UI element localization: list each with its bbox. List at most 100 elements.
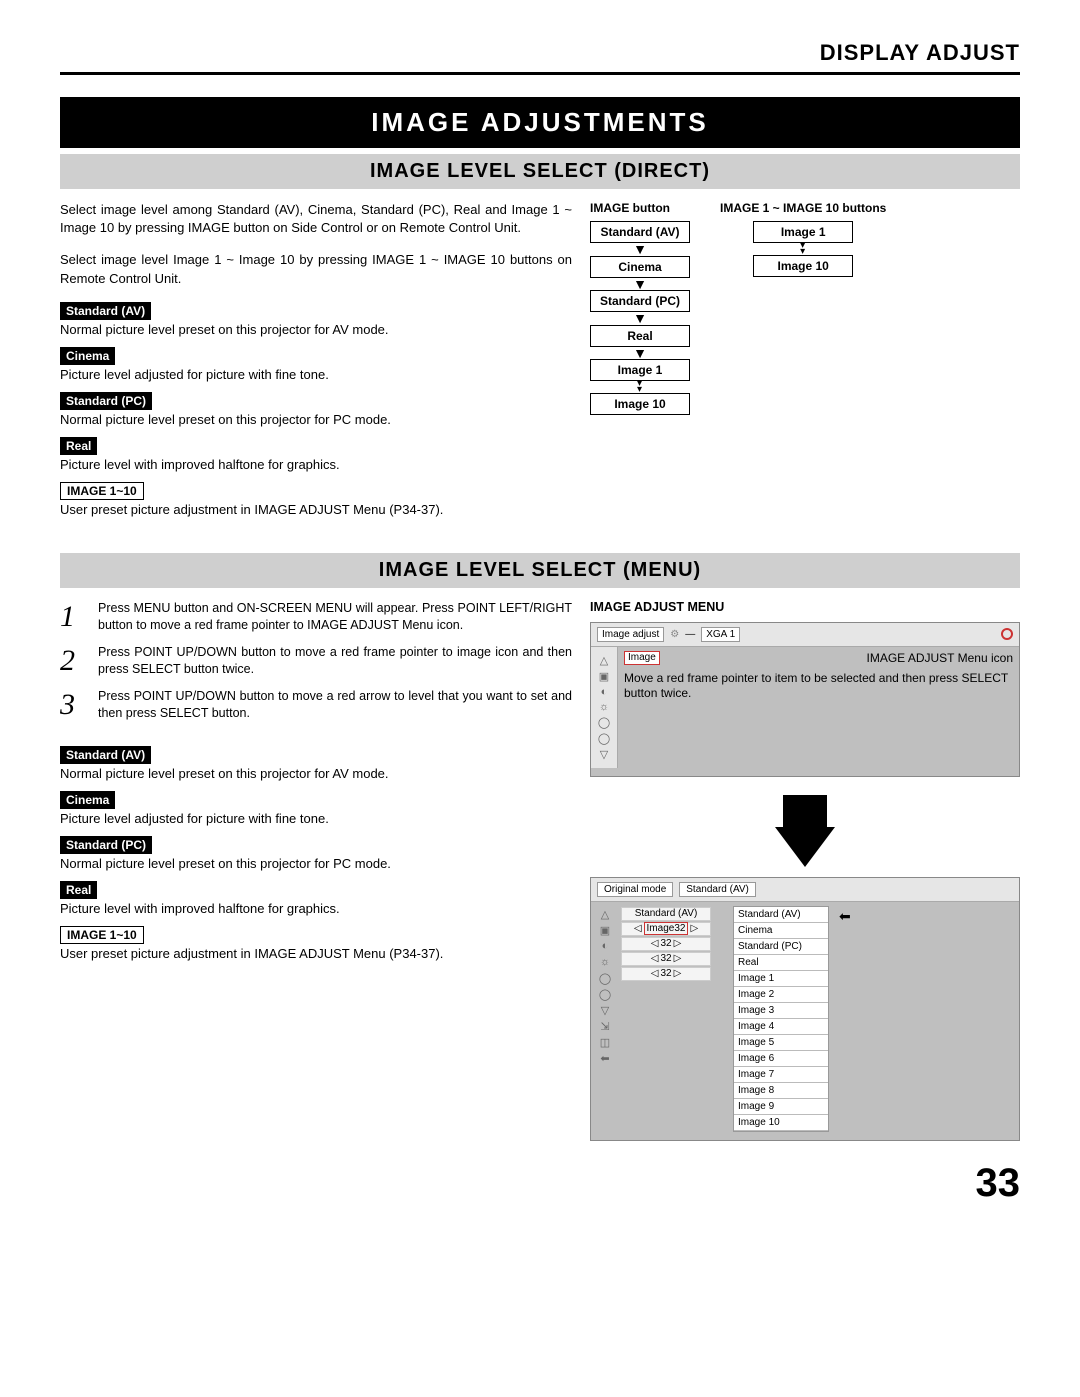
option-item: Image 7 — [734, 1067, 828, 1083]
page-header: DISPLAY ADJUST — [60, 40, 1020, 66]
desc-real: Picture level with improved halftone for… — [60, 901, 572, 916]
item-real: Real Picture level with improved halfton… — [60, 437, 572, 472]
flowchart-image-button: IMAGE button Standard (AV) ▼ Cinema ▼ St… — [590, 201, 690, 415]
option-item: Image 10 — [734, 1115, 828, 1131]
step-number: 3 — [60, 688, 84, 722]
label-standard-av: Standard (AV) — [60, 302, 151, 320]
circle-icon: ◯ — [595, 732, 613, 745]
arrow-down-icon: ▼ — [633, 278, 647, 291]
step-text: Press MENU button and ON-SCREEN MENU wil… — [98, 600, 572, 634]
value-row: ◁Image32▷ — [621, 922, 711, 936]
store-icon: ◫ — [595, 1036, 615, 1050]
menu-screenshot-1: Image adjust ⚙ — XGA 1 △ ▣ ◐ ☼ ◯ ◯ ▽ — [590, 622, 1020, 777]
item-cinema: Cinema Picture level adjusted for pictur… — [60, 347, 572, 382]
image-icon: ▣ — [595, 670, 613, 683]
image-selected-box: Image — [624, 651, 660, 665]
contrast-icon: ◐ — [595, 686, 613, 698]
option-item: Image 4 — [734, 1019, 828, 1035]
label-real: Real — [60, 437, 97, 455]
flow-box: Standard (PC) — [590, 290, 690, 312]
flow-a-title: IMAGE button — [590, 201, 690, 215]
item-standard-pc-2: Standard (PC) Normal picture level prese… — [60, 836, 572, 871]
desc-image-1-10: User preset picture adjustment in IMAGE … — [60, 946, 572, 961]
pointer-arrow-icon: ⬅ — [835, 906, 851, 1132]
value-row: ◁32▷ — [621, 937, 711, 951]
value-column: Standard (AV) ◁Image32▷ ◁32▷ ◁32▷ ◁32▷ — [621, 906, 711, 1132]
option-item: Image 6 — [734, 1051, 828, 1067]
desc-standard-pc: Normal picture level preset on this proj… — [60, 856, 572, 871]
page-number: 33 — [60, 1161, 1020, 1206]
quit-icon: ⬅ — [595, 1052, 615, 1066]
item-cinema-2: Cinema Picture level adjusted for pictur… — [60, 791, 572, 826]
circle-icon: ◯ — [595, 972, 615, 986]
ellipsis-icon: ▾▾ — [637, 381, 643, 393]
menu-title: IMAGE ADJUST MENU — [590, 600, 1020, 614]
reset-icon: ⇲ — [595, 1020, 615, 1034]
option-item: Image 3 — [734, 1003, 828, 1019]
menu-screenshot-2: Original mode Standard (AV) △ ▣ ◐ ☼ ◯ ◯ … — [590, 877, 1020, 1141]
icon-column: △ ▣ ◐ ☼ ◯ ◯ ▽ — [591, 647, 618, 768]
step-number: 2 — [60, 644, 84, 678]
desc-image-1-10: User preset picture adjustment in IMAGE … — [60, 502, 572, 517]
value-row: Standard (AV) — [621, 907, 711, 921]
icon-column-2: △ ▣ ◐ ☼ ◯ ◯ ▽ ⇲ ◫ ⬅ — [595, 906, 615, 1132]
option-item: Image 5 — [734, 1035, 828, 1051]
triangle-down-icon: ▽ — [595, 748, 613, 761]
option-item: Cinema — [734, 923, 828, 939]
label-image-1-10: IMAGE 1~10 — [60, 926, 144, 944]
option-item: Image 9 — [734, 1099, 828, 1115]
ellipsis-icon: ▾▾ — [800, 243, 806, 255]
section1-title: IMAGE LEVEL SELECT (DIRECT) — [60, 154, 1020, 189]
desc-standard-av: Normal picture level preset on this proj… — [60, 322, 572, 337]
label-real: Real — [60, 881, 97, 899]
brightness-icon: ☼ — [595, 701, 613, 713]
option-list: Standard (AV)CinemaStandard (PC)RealImag… — [733, 906, 829, 1132]
step-text: Press POINT UP/DOWN button to move a red… — [98, 644, 572, 678]
value-row: ◁32▷ — [621, 952, 711, 966]
label-standard-av: Standard (AV) — [60, 746, 151, 764]
item-standard-av: Standard (AV) Normal picture level prese… — [60, 302, 572, 337]
label-image-1-10: IMAGE 1~10 — [60, 482, 144, 500]
brightness-icon: ☼ — [595, 956, 615, 970]
gear-icon: ⚙ — [670, 629, 679, 640]
main-banner: IMAGE ADJUSTMENTS — [60, 97, 1020, 148]
option-item: Real — [734, 955, 828, 971]
header-rule — [60, 72, 1020, 75]
label-standard-pc: Standard (PC) — [60, 836, 152, 854]
big-arrow-down-icon — [775, 827, 835, 867]
mode-label: XGA 1 — [701, 627, 740, 642]
value-row: ◁32▷ — [621, 967, 711, 981]
desc-cinema: Picture level adjusted for picture with … — [60, 811, 572, 826]
step-1: 1 Press MENU button and ON-SCREEN MENU w… — [60, 600, 572, 634]
contrast-icon: ◐ — [595, 940, 615, 954]
item-real-2: Real Picture level with improved halfton… — [60, 881, 572, 916]
section2-title: IMAGE LEVEL SELECT (MENU) — [60, 553, 1020, 588]
menu-tab: Image adjust — [597, 627, 664, 642]
label-standard-pc: Standard (PC) — [60, 392, 152, 410]
image-icon: ▣ — [595, 924, 615, 938]
step-text: Press POINT UP/DOWN button to move a red… — [98, 688, 572, 722]
label-cinema: Cinema — [60, 791, 115, 809]
flow-box: Real — [590, 325, 690, 347]
step-number: 1 — [60, 600, 84, 634]
triangle-up-icon: △ — [595, 654, 613, 667]
option-item: Image 2 — [734, 987, 828, 1003]
tab-original-mode: Original mode — [597, 882, 673, 897]
option-item: Standard (AV) — [734, 907, 828, 923]
desc-standard-pc: Normal picture level preset on this proj… — [60, 412, 572, 427]
tab-standard-av: Standard (AV) — [679, 882, 756, 897]
item-image-1-10: IMAGE 1~10 User preset picture adjustmen… — [60, 482, 572, 517]
callout-menu-icon: IMAGE ADJUST Menu icon — [867, 651, 1014, 665]
flowchart-image-buttons: IMAGE 1 ~ IMAGE 10 buttons Image 1 ▾▾ Im… — [720, 201, 886, 415]
label-cinema: Cinema — [60, 347, 115, 365]
arrow-down-icon: ▼ — [633, 347, 647, 360]
arrow-down-icon: ▼ — [633, 243, 647, 256]
step-2: 2 Press POINT UP/DOWN button to move a r… — [60, 644, 572, 678]
desc-cinema: Picture level adjusted for picture with … — [60, 367, 572, 382]
item-standard-pc: Standard (PC) Normal picture level prese… — [60, 392, 572, 427]
arrow-down-icon: ▼ — [633, 312, 647, 325]
desc-standard-av: Normal picture level preset on this proj… — [60, 766, 572, 781]
desc-real: Picture level with improved halftone for… — [60, 457, 572, 472]
callout-pointer: Move a red frame pointer to item to be s… — [624, 671, 1013, 702]
item-image-1-10-2: IMAGE 1~10 User preset picture adjustmen… — [60, 926, 572, 961]
